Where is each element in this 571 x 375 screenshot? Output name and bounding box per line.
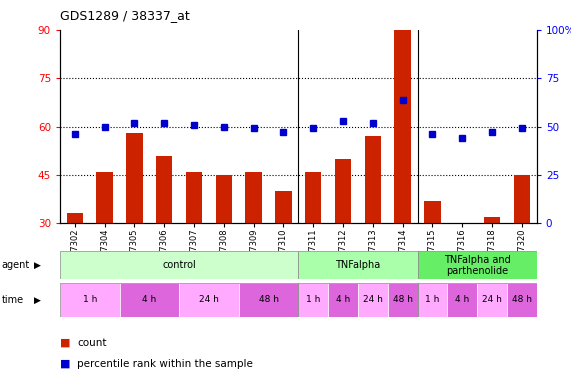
Bar <box>447 283 477 317</box>
Text: control: control <box>162 260 196 270</box>
Text: count: count <box>77 338 107 348</box>
Text: 24 h: 24 h <box>199 296 219 304</box>
Bar <box>126 133 143 223</box>
Bar <box>417 283 537 317</box>
Bar <box>358 283 388 317</box>
Text: TNFalpha and
parthenolide: TNFalpha and parthenolide <box>444 255 510 276</box>
Bar <box>395 27 411 223</box>
Bar <box>299 283 328 317</box>
Bar <box>335 159 351 223</box>
Bar <box>96 172 113 223</box>
Text: GDS1289 / 38337_at: GDS1289 / 38337_at <box>60 9 190 22</box>
Text: time: time <box>2 295 24 305</box>
Text: ■: ■ <box>60 338 70 348</box>
Text: 1 h: 1 h <box>306 296 320 304</box>
Text: TNFalpha: TNFalpha <box>335 260 380 270</box>
Bar <box>119 283 179 317</box>
Text: 48 h: 48 h <box>393 296 413 304</box>
Text: agent: agent <box>2 260 30 270</box>
Bar <box>179 283 239 317</box>
Bar <box>365 136 381 223</box>
Bar <box>60 251 299 279</box>
Bar <box>299 283 417 317</box>
Bar <box>156 156 172 223</box>
Bar <box>299 251 417 279</box>
Text: 24 h: 24 h <box>482 296 502 304</box>
Text: 1 h: 1 h <box>83 296 97 304</box>
Text: ■: ■ <box>60 359 70 369</box>
Bar <box>67 213 83 223</box>
Bar <box>507 283 537 317</box>
Bar <box>239 283 298 317</box>
Bar <box>388 283 417 317</box>
Bar <box>514 175 530 223</box>
Text: ▶: ▶ <box>34 296 41 304</box>
Text: ▶: ▶ <box>34 261 41 270</box>
Text: 24 h: 24 h <box>363 296 383 304</box>
Text: 4 h: 4 h <box>455 296 469 304</box>
Bar <box>216 175 232 223</box>
Bar <box>328 283 358 317</box>
Text: 1 h: 1 h <box>425 296 440 304</box>
Bar <box>60 283 119 317</box>
Bar <box>417 251 537 279</box>
Bar <box>246 172 262 223</box>
Bar <box>417 283 447 317</box>
Text: 4 h: 4 h <box>336 296 350 304</box>
Text: 4 h: 4 h <box>142 296 156 304</box>
Text: percentile rank within the sample: percentile rank within the sample <box>77 359 253 369</box>
Bar <box>275 191 292 223</box>
Bar <box>477 283 507 317</box>
Text: 48 h: 48 h <box>512 296 532 304</box>
Bar <box>60 283 299 317</box>
Text: 48 h: 48 h <box>259 296 279 304</box>
Bar <box>484 217 500 223</box>
Bar <box>424 201 441 223</box>
Bar <box>186 172 202 223</box>
Bar <box>305 172 321 223</box>
